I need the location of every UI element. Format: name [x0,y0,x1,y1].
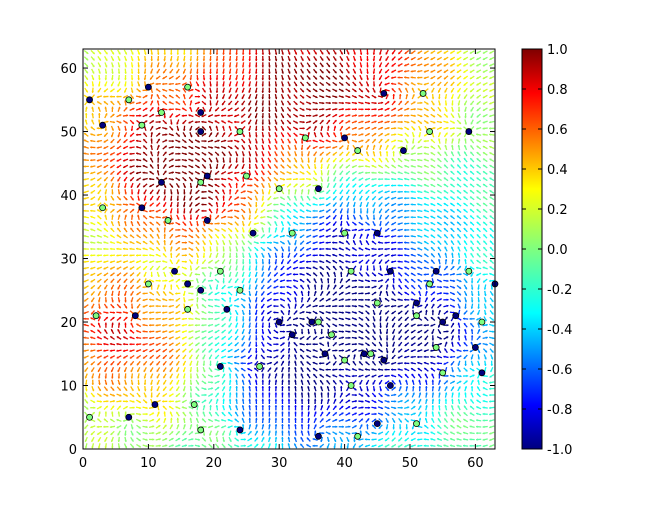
quiver-chart: 0102030405060 0102030405060 -1.0-0.8-0.6… [0,0,664,501]
figure: 0102030405060 0102030405060 -1.0-0.8-0.6… [0,0,664,501]
